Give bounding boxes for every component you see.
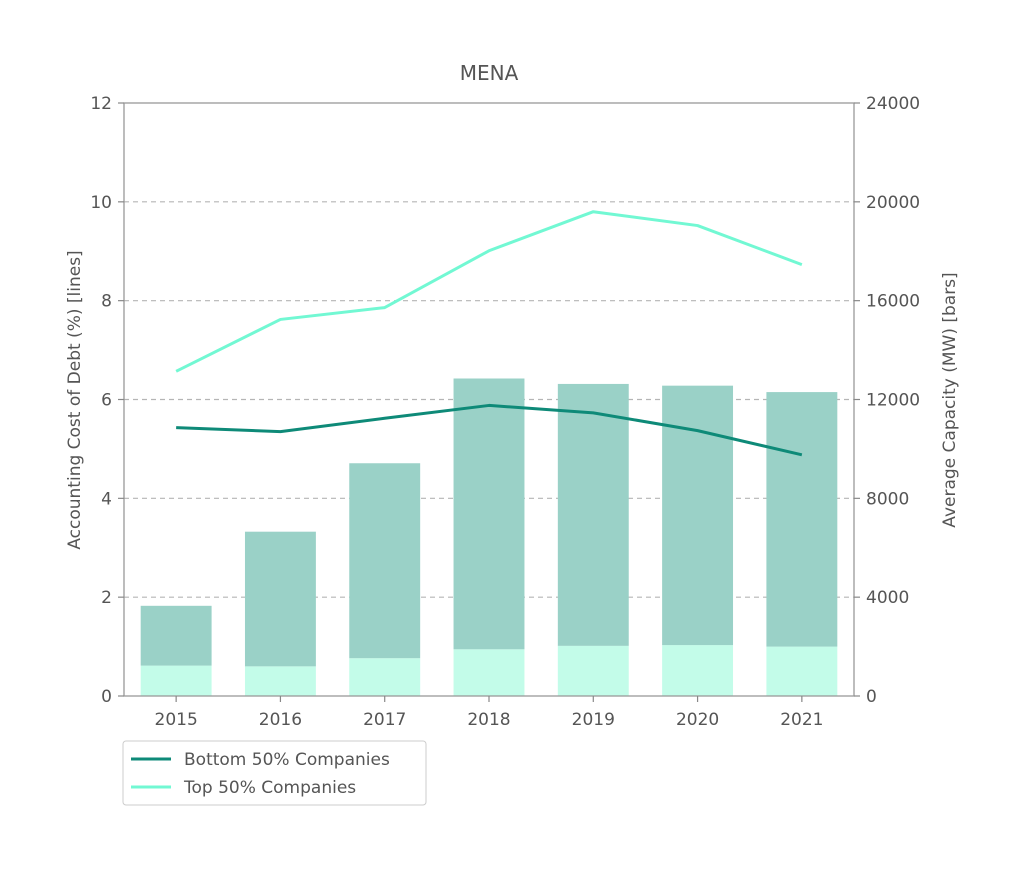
bars: [140, 378, 838, 696]
bar-segment: [662, 385, 734, 646]
legend-label-bottom: Bottom 50% Companies: [184, 750, 390, 770]
right-axis: 0 4000 8000 12000 16000 20000 24000: [854, 94, 920, 707]
bar-segment: [244, 531, 316, 667]
x-tick-label: 2021: [780, 710, 823, 730]
bar-segment: [766, 646, 838, 696]
bar-segment: [766, 392, 838, 647]
left-tick-label: 2: [101, 588, 112, 608]
left-axis-title: Accounting Cost of Debt (%) [lines]: [65, 250, 85, 549]
x-tick-label: 2018: [467, 710, 510, 730]
bar-segment: [557, 383, 629, 646]
bar-segment: [244, 666, 316, 696]
series-line: [175, 210, 803, 373]
chart-title: MENA: [460, 61, 519, 85]
left-tick-label: 4: [101, 489, 112, 509]
bar-segment: [349, 658, 421, 696]
right-tick-label: 20000: [866, 193, 920, 213]
left-tick-label: 10: [90, 193, 112, 213]
x-tick-label: 2017: [363, 710, 406, 730]
bar-segment: [140, 665, 212, 696]
right-tick-label: 8000: [866, 489, 909, 509]
right-tick-label: 0: [866, 687, 877, 707]
left-tick-label: 6: [101, 391, 112, 411]
right-tick-label: 4000: [866, 588, 909, 608]
bar-segment: [662, 645, 734, 696]
right-tick-label: 16000: [866, 292, 920, 312]
right-tick-label: 24000: [866, 94, 920, 114]
series-line: [176, 403, 803, 457]
bar-segment: [453, 649, 525, 696]
x-tick-label: 2019: [572, 710, 615, 730]
legend: Bottom 50% Companies Top 50% Companies: [122, 740, 427, 806]
x-tick-label: 2015: [155, 710, 198, 730]
bar-segment: [557, 645, 629, 696]
bar-segment: [453, 378, 525, 650]
legend-label-top: Top 50% Companies: [183, 778, 356, 798]
left-tick-label: 12: [90, 94, 112, 114]
bar-segment: [349, 463, 421, 659]
legend-frame: [122, 740, 427, 806]
right-tick-label: 12000: [866, 391, 920, 411]
left-axis: 0 2 4 6 8 10 12: [90, 94, 124, 707]
left-tick-label: 0: [101, 687, 112, 707]
left-tick-label: 8: [101, 292, 112, 312]
x-axis: 2015 2016 2017 2018 2019 2020 2021: [155, 696, 823, 730]
x-tick-label: 2016: [259, 710, 302, 730]
right-axis-title: Average Capacity (MW) [bars]: [940, 272, 960, 527]
lines: [175, 210, 803, 457]
bar-segment: [140, 605, 212, 666]
x-tick-label: 2020: [676, 710, 719, 730]
